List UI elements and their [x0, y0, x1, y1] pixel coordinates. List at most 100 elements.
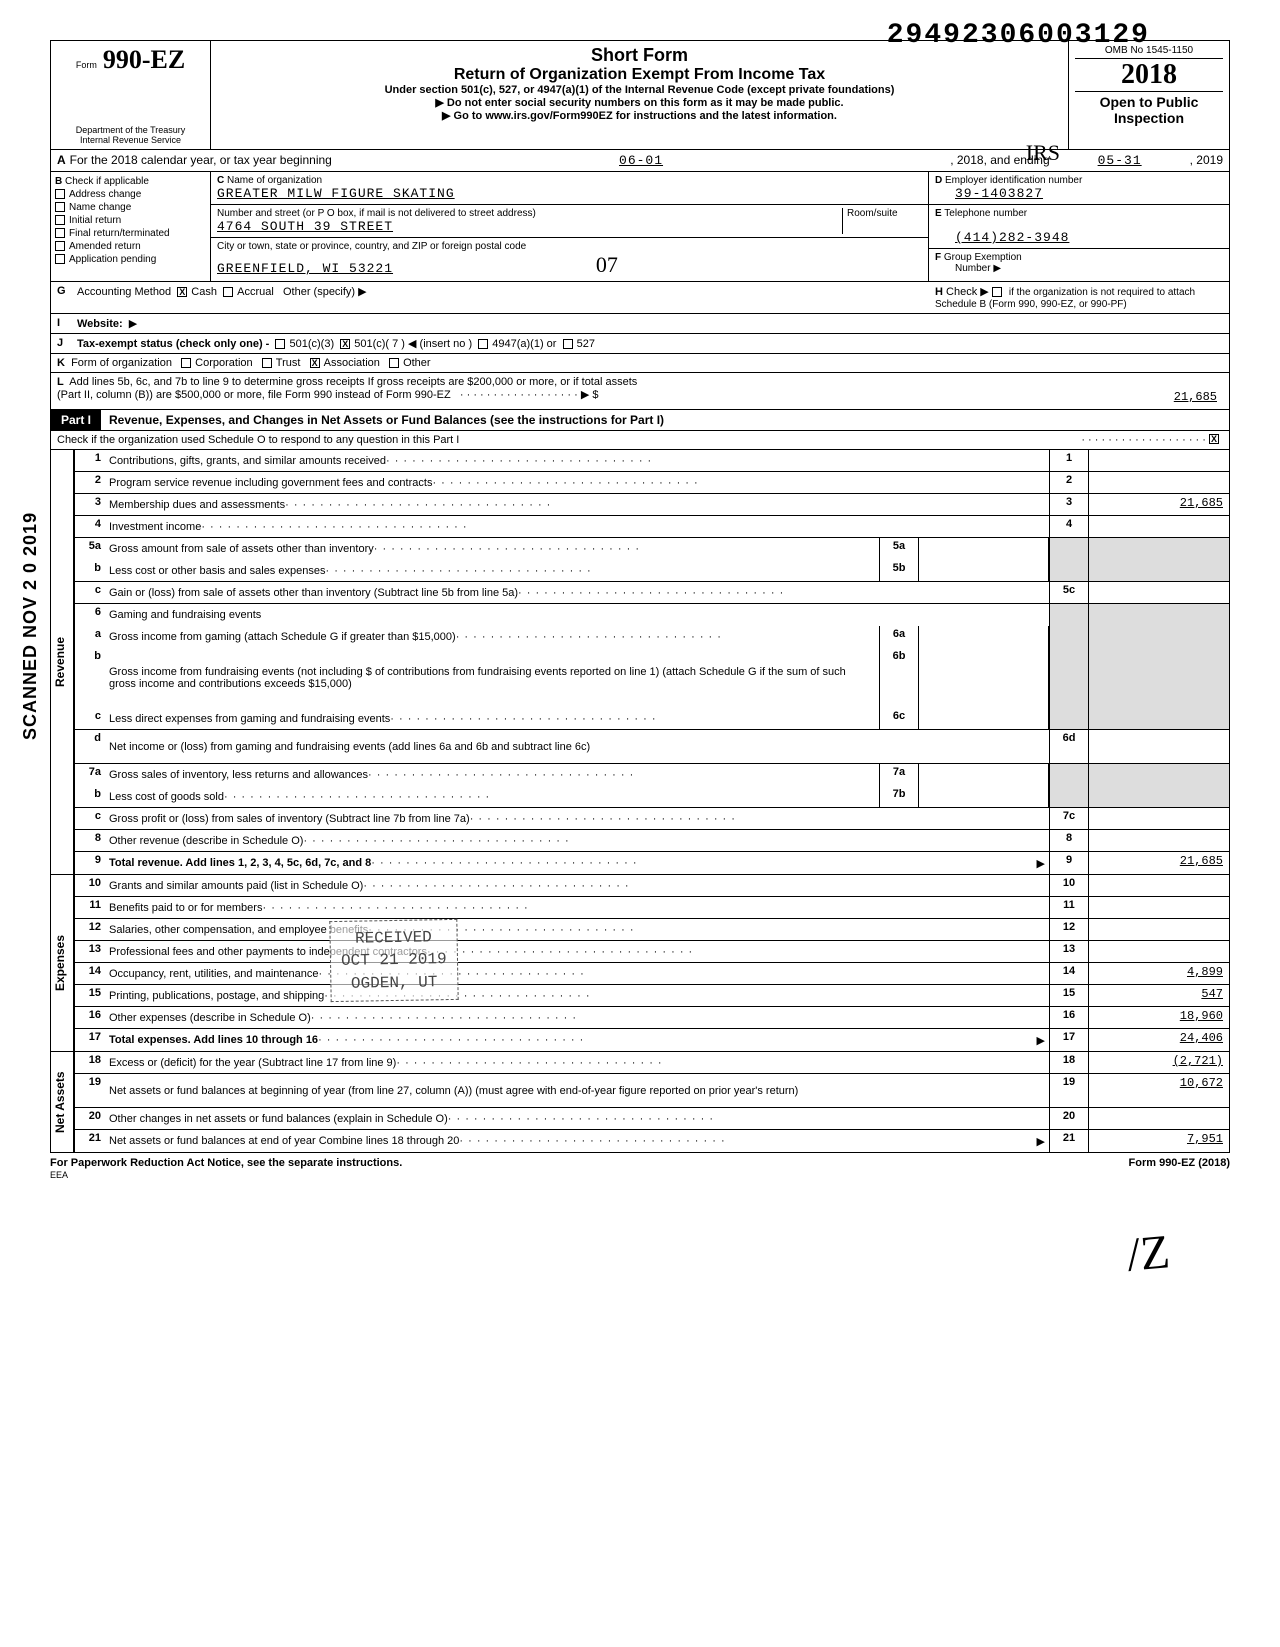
line-10-ref: 10	[1049, 875, 1089, 896]
line-7b-num: b	[75, 786, 105, 807]
row-k: K Form of organization Corporation Trust…	[50, 354, 1230, 373]
line-9-amt: 21,685	[1089, 852, 1229, 874]
line-7b-shade	[1049, 786, 1089, 807]
phone-value: (414)282-3948	[935, 230, 1069, 245]
line-11-amt	[1089, 897, 1229, 918]
hand-signature: /Z	[1125, 1224, 1172, 1283]
line-17-ref: 17	[1049, 1029, 1089, 1051]
line-7c-amt	[1089, 808, 1229, 829]
line-2-ref: 2	[1049, 472, 1089, 493]
line-9-desc: Total revenue. Add lines 1, 2, 3, 4, 5c,…	[109, 857, 371, 869]
checkbox-501c[interactable]	[340, 339, 350, 349]
form-label: Form	[76, 60, 97, 70]
open-public: Open to Public Inspection	[1075, 91, 1223, 126]
tax-year-begin: 06-01	[332, 153, 950, 168]
line-5b-shade	[1049, 560, 1089, 581]
checkbox-corporation[interactable]	[181, 358, 191, 368]
ein-label: Employer identification number	[945, 175, 1082, 186]
row-l-line2: (Part II, column (B)) are $500,000 or mo…	[57, 389, 451, 401]
label-association: Association	[324, 357, 380, 369]
line-5a-shade	[1049, 538, 1089, 560]
line-7b-desc: Less cost of goods sold	[105, 786, 879, 807]
line-2-amt	[1089, 472, 1229, 493]
org-city: GREENFIELD, WI 53221	[217, 261, 393, 276]
line-6b-sub: 6b	[879, 648, 919, 708]
checkbox-501c3[interactable]	[275, 339, 285, 349]
scan-date-stamp: SCANNED NOV 2 0 2019	[20, 512, 41, 740]
part-1-title: Revenue, Expenses, and Changes in Net As…	[101, 410, 1229, 430]
line-9-num: 9	[75, 852, 105, 874]
line-a-endyear: , 2019	[1190, 153, 1223, 168]
line-6b-shade-amt	[1089, 648, 1229, 708]
checkbox-address-change[interactable]	[55, 189, 65, 199]
line-11-num: 11	[75, 897, 105, 918]
line-6d-num: d	[75, 730, 105, 763]
entity-block: B Check if applicable Address change Nam…	[50, 172, 1230, 282]
line-15-num: 15	[75, 985, 105, 1006]
checkbox-other-org[interactable]	[389, 358, 399, 368]
line-6a-subamt	[919, 626, 1049, 648]
line-3-desc: Membership dues and assessments	[105, 494, 1049, 515]
addr-label: Number and street (or P O box, if mail i…	[217, 208, 536, 219]
line-6c-subamt	[919, 708, 1049, 729]
label-cash: Cash	[191, 286, 217, 298]
line-8-amt	[1089, 830, 1229, 851]
checkbox-accrual[interactable]	[223, 287, 233, 297]
line-13-amt	[1089, 941, 1229, 962]
checkbox-cash[interactable]	[177, 287, 187, 297]
row-l-arrow: · · · · · · · · · · · · · · · · · · ▶ $	[460, 389, 599, 401]
expenses-section: Expenses 10Grants and similar amounts pa…	[50, 875, 1230, 1052]
revenue-section: Revenue 1Contributions, gifts, grants, a…	[50, 450, 1230, 875]
label-accrual: Accrual	[237, 286, 274, 298]
row-j: J Tax-exempt status (check only one) - 5…	[50, 334, 1230, 354]
document-locator-number: 29492306003129	[887, 20, 1150, 51]
hand-annotation-irs: IRS	[1026, 140, 1060, 166]
line-4-ref: 4	[1049, 516, 1089, 537]
form-number: 990-EZ	[103, 45, 185, 75]
line-13-desc: Professional fees and other payments to …	[105, 941, 1049, 962]
checkbox-association[interactable]	[310, 358, 320, 368]
checkbox-527[interactable]	[563, 339, 573, 349]
line-5b-sub: 5b	[879, 560, 919, 581]
checkbox-trust[interactable]	[262, 358, 272, 368]
checkbox-name-change[interactable]	[55, 202, 65, 212]
part-1-checknote: Check if the organization used Schedule …	[50, 431, 1230, 450]
line-16-ref: 16	[1049, 1007, 1089, 1028]
stamp-location: OGDEN, UT	[341, 971, 447, 995]
dept-irs: Internal Revenue Service	[57, 135, 204, 145]
checkbox-schedule-o[interactable]	[1209, 434, 1219, 444]
checkbox-initial-return[interactable]	[55, 215, 65, 225]
checkbox-schedule-b[interactable]	[992, 287, 1002, 297]
phone-label: Telephone number	[944, 208, 1027, 219]
checkbox-final-return[interactable]	[55, 228, 65, 238]
line-18-ref: 18	[1049, 1052, 1089, 1073]
net-assets-section: Net Assets 18Excess or (deficit) for the…	[50, 1052, 1230, 1153]
line-5a-sub: 5a	[879, 538, 919, 560]
line-1-ref: 1	[1049, 450, 1089, 471]
accounting-method-label: Accounting Method	[77, 286, 171, 298]
hand-annotation-07: 07	[596, 252, 618, 277]
checkbox-4947[interactable]	[478, 339, 488, 349]
revenue-side-label: Revenue	[50, 450, 74, 874]
line-11-desc: Benefits paid to or for members	[105, 897, 1049, 918]
line-6b-desc: Gross income from fundraising events (no…	[105, 648, 879, 708]
checkbox-amended-return[interactable]	[55, 241, 65, 251]
line-7b-subamt	[919, 786, 1049, 807]
gross-receipts: 21,685	[1083, 388, 1223, 406]
line-4-desc: Investment income	[105, 516, 1049, 537]
ssn-warning: Do not enter social security numbers on …	[217, 96, 1062, 109]
line-15-desc: Printing, publications, postage, and shi…	[105, 985, 1049, 1006]
checkbox-application-pending[interactable]	[55, 254, 65, 264]
label-501c3: 501(c)(3)	[289, 338, 334, 350]
group-exemption-number-label: Number ▶	[935, 263, 1001, 274]
net-assets-side-label: Net Assets	[50, 1052, 74, 1152]
line-7a-sub: 7a	[879, 764, 919, 786]
ein-value: 39-1403827	[935, 186, 1043, 201]
line-10-desc: Grants and similar amounts paid (list in…	[105, 875, 1049, 896]
line-6a-shade-amt	[1089, 626, 1229, 648]
stamp-received: RECEIVED	[340, 926, 446, 950]
line-1-amt	[1089, 450, 1229, 471]
city-label: City or town, state or province, country…	[217, 241, 526, 252]
line-9-ref: 9	[1049, 852, 1089, 874]
line-6a-shade	[1049, 626, 1089, 648]
